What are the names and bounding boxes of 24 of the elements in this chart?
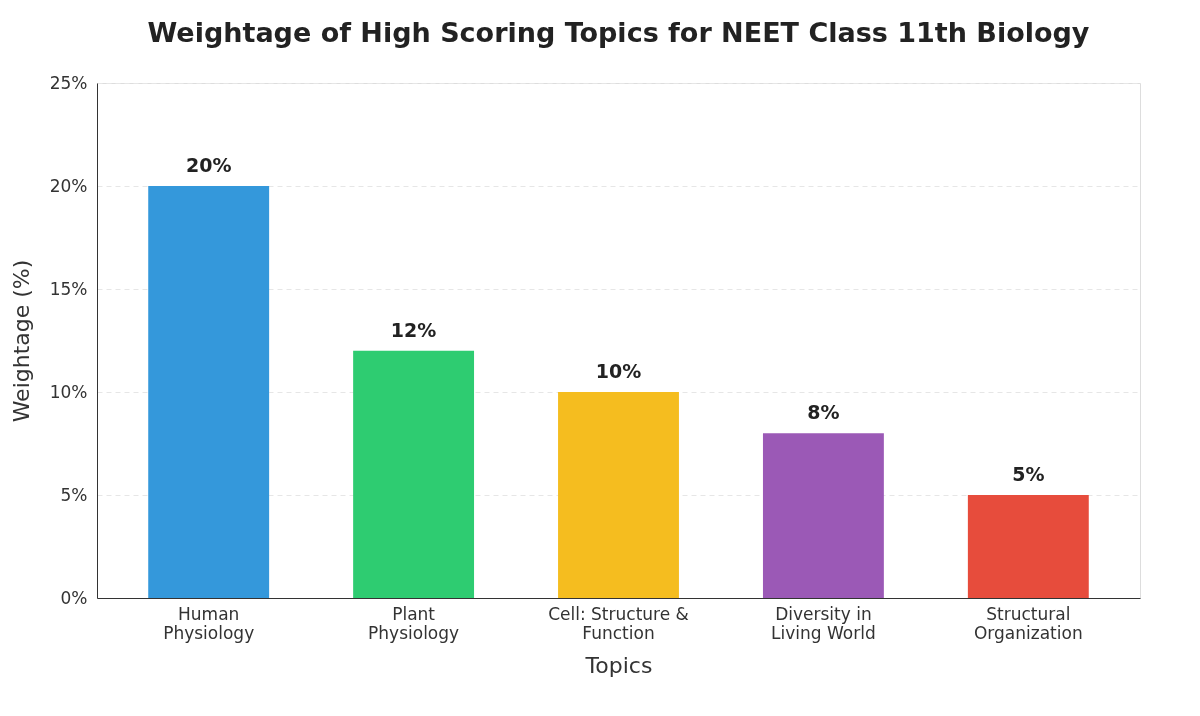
x-axis-title: Topics	[584, 652, 653, 678]
data-label: 10%	[595, 360, 642, 382]
y-tick-label: 5%	[60, 484, 88, 505]
y-axis-title: Weightage (%)	[8, 259, 34, 423]
x-tick-label: Diversity in Living World	[771, 603, 876, 643]
data-label: 20%	[185, 154, 232, 176]
data-label: 5%	[1012, 463, 1045, 485]
y-tick-label: 25%	[49, 72, 88, 93]
y-tick-label: 15%	[49, 278, 88, 299]
x-tick-label: Structural Organization	[973, 603, 1083, 643]
bar	[353, 350, 475, 598]
bar	[148, 186, 270, 598]
x-tick-label: Cell: Structure & Function	[548, 603, 689, 643]
bar	[762, 433, 884, 598]
bar	[967, 495, 1089, 598]
data-label: 12%	[390, 318, 437, 341]
y-tick-label: 0%	[60, 587, 88, 608]
data-label: 8%	[807, 401, 840, 424]
x-tick-label: Plant Physiology	[368, 603, 460, 643]
chart-title: Weightage of High Scoring Topics for NEET Class 11th Biology	[147, 17, 1090, 48]
y-tick-label: 10%	[49, 381, 88, 402]
y-tick-label: 20%	[49, 175, 88, 196]
bar	[558, 392, 679, 598]
x-tick-label: Human Physiology	[163, 603, 255, 643]
